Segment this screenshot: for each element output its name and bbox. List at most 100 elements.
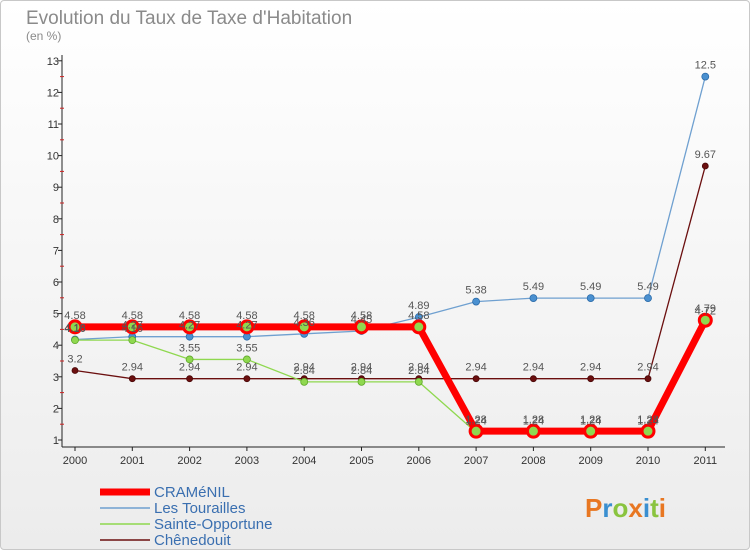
point-crame-nil	[182, 319, 198, 335]
data-label-crame-nil: 4.79	[695, 303, 716, 315]
data-label-crame-nil: 4.58	[236, 310, 257, 322]
data-label-che-nedouit: 2.94	[637, 362, 658, 374]
data-label-sainte-opportune: 3.55	[179, 342, 200, 354]
y-tick-label: 12	[47, 87, 59, 99]
data-label-sainte-opportune: 2.84	[351, 365, 372, 377]
data-label-che-nedouit: 2.94	[236, 362, 257, 374]
point-crame-nil	[124, 319, 140, 335]
x-tick-label: 2003	[235, 455, 259, 467]
y-tick-label: 10	[47, 151, 59, 163]
series-line-che-nedouit	[74, 165, 706, 380]
data-label-crame-nil: 4.58	[179, 310, 200, 322]
series-line-les-tourailles	[74, 76, 706, 341]
point-che-nedouit	[71, 367, 79, 374]
x-tick-label: 2005	[349, 455, 373, 467]
data-label-sainte-opportune: 1.24	[523, 415, 544, 427]
legend-label-crame-nil: CRAMéNIL	[154, 484, 230, 501]
data-label-les-tourailles: 4.27	[179, 320, 200, 332]
data-label-che-nedouit: 2.94	[351, 362, 372, 374]
logo-letter: i	[659, 493, 666, 523]
x-tick-label: 2006	[407, 455, 431, 467]
data-label-sainte-opportune: 3.55	[236, 342, 257, 354]
data-label-crame-nil: 1.28	[523, 414, 544, 426]
x-tick-label: 2010	[636, 455, 660, 467]
point-sainte-opportune	[300, 377, 309, 386]
point-crame-nil	[411, 319, 427, 335]
data-label-crame-nil: 4.58	[293, 310, 314, 322]
data-label-sainte-opportune: 2.84	[408, 365, 429, 377]
data-label-crame-nil: 1.28	[465, 414, 486, 426]
x-tick-label: 2004	[292, 455, 316, 467]
data-label-che-nedouit: 2.94	[523, 362, 544, 374]
y-tick-label: 4	[53, 340, 59, 352]
data-label-che-nedouit: 9.67	[695, 149, 716, 161]
point-les-tourailles	[586, 294, 595, 303]
data-label-sainte-opportune: 1.24	[637, 415, 658, 427]
y-tick-label: 6	[53, 277, 59, 289]
point-che-nedouit	[186, 375, 194, 383]
data-label-che-nedouit: 2.94	[179, 362, 200, 374]
data-label-che-nedouit: 2.94	[293, 362, 314, 374]
data-label-che-nedouit: 2.94	[122, 362, 143, 374]
data-label-les-tourailles: 4.36	[293, 317, 314, 329]
point-les-tourailles	[529, 294, 538, 303]
series-line-crame-nil	[75, 318, 709, 435]
point-crame-nil	[296, 319, 312, 335]
logo-letter: x	[628, 493, 643, 523]
data-labels: 3.22.94 2.94 2.94 2.94 2.94 2.94 2.94 2.94 2.94 2…	[64, 60, 716, 428]
point-che-nedouit	[644, 375, 652, 383]
point-les-tourailles	[701, 72, 710, 81]
point-sainte-opportune	[128, 336, 137, 345]
y-tick-label: 2	[53, 403, 59, 415]
point-crame-nil	[354, 319, 369, 335]
logo-letter: i	[643, 493, 650, 523]
point-sainte-opportune	[357, 377, 366, 386]
legend-label-che-nedouit: Chênedouit	[154, 532, 232, 549]
x-tick-label: 2001	[120, 455, 144, 467]
data-label-les-tourailles: 5.49	[523, 281, 544, 293]
data-label-les-tourailles: 5.49	[637, 281, 658, 293]
y-tick-label: 13	[47, 56, 59, 68]
x-tick-label: 2000	[63, 455, 87, 467]
data-label-crame-nil: 4.58	[351, 310, 372, 322]
proxiti-logo: Proxiti	[585, 493, 666, 523]
data-label-crame-nil: 4.58	[122, 310, 143, 322]
y-tick-label: 7	[53, 245, 59, 257]
data-label-che-nedouit: 3.2	[67, 353, 82, 365]
data-label-les-tourailles: 4.27	[122, 320, 143, 332]
point-les-tourailles	[644, 294, 652, 303]
point-les-tourailles	[472, 297, 481, 306]
y-tick-label: 5	[53, 309, 59, 321]
point-sainte-opportune	[414, 377, 423, 386]
data-label-les-tourailles: 5.38	[465, 285, 486, 297]
data-label-les-tourailles: 4.27	[236, 320, 257, 332]
y-tick-label: 11	[48, 119, 59, 131]
data-label-che-nedouit: 2.94	[580, 362, 601, 374]
x-tick-label: 2002	[177, 455, 201, 467]
point-sainte-opportune	[242, 355, 251, 364]
data-label-sainte-opportune: 2.84	[293, 365, 314, 377]
data-label-che-nedouit: 2.94	[408, 362, 429, 374]
y-tick-label: 8	[53, 214, 59, 226]
series-line-sainte-opportune	[75, 322, 706, 434]
point-che-nedouit	[472, 375, 480, 383]
y-tick-label: 1	[53, 435, 59, 447]
data-label-les-tourailles: 12.5	[695, 60, 716, 72]
logo-letter: r	[602, 493, 612, 523]
x-tick-label: 2007	[464, 455, 488, 467]
y-tick-label: 9	[53, 182, 59, 194]
data-label-crame-nil: 1.28	[580, 414, 601, 426]
point-crame-nil	[468, 423, 484, 439]
x-tick-label: 2009	[578, 455, 602, 467]
data-label-les-tourailles: 5.49	[580, 281, 601, 293]
legend-label-les-tourailles: Les Tourailles	[154, 500, 245, 517]
data-label-sainte-opportune: 1.24	[465, 415, 486, 427]
point-che-nedouit	[243, 375, 251, 383]
data-label-sainte-opportune: 4.72	[695, 305, 716, 317]
point-sainte-opportune	[185, 355, 194, 364]
data-label-sainte-opportune: 4.16	[122, 323, 143, 335]
point-crame-nil	[525, 423, 541, 439]
